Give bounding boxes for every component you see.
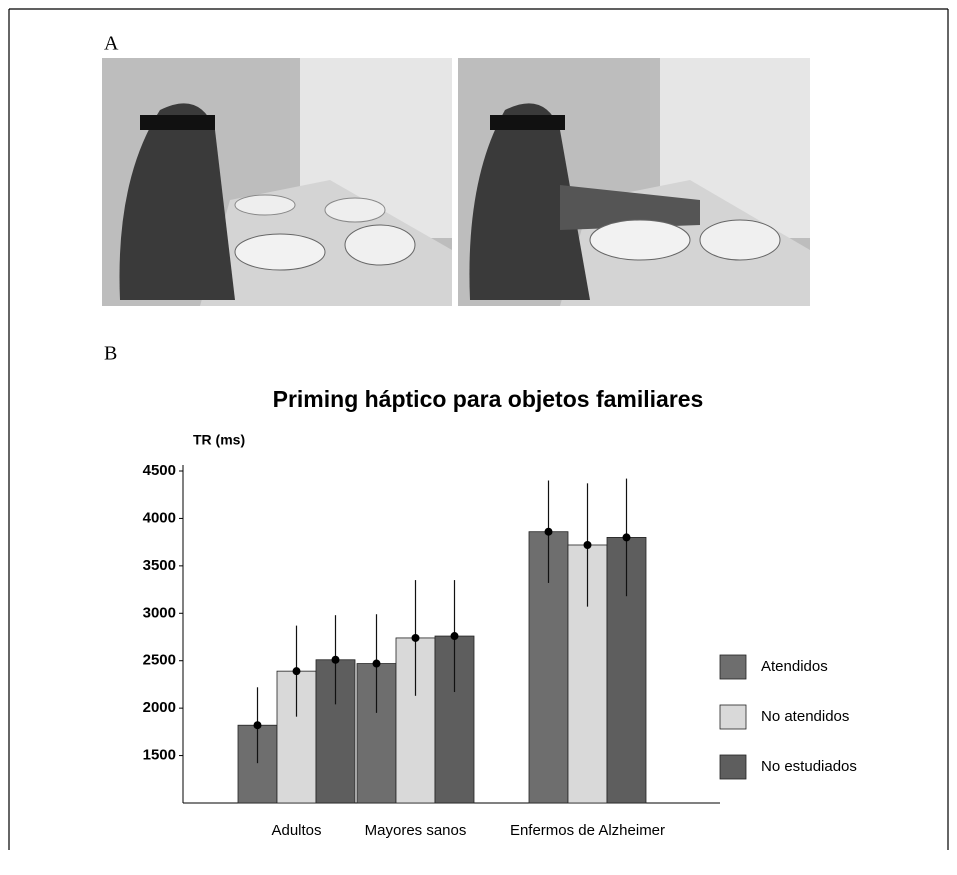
mean-dot bbox=[583, 540, 592, 549]
chart-title: Priming háptico para objetos familiares bbox=[273, 386, 704, 412]
photo bbox=[102, 58, 452, 306]
panel-label: B bbox=[104, 343, 117, 365]
mean-dot bbox=[544, 527, 553, 536]
panel-label: A bbox=[104, 33, 119, 55]
mean-dot bbox=[622, 533, 631, 542]
legend-swatch bbox=[719, 704, 747, 730]
mean-dot bbox=[450, 632, 459, 641]
y-tick-label: 3500 bbox=[143, 557, 176, 574]
mean-dot bbox=[372, 659, 381, 668]
y-tick-label: 2000 bbox=[143, 699, 176, 716]
legend-swatch bbox=[719, 654, 747, 680]
mean-dot bbox=[292, 667, 301, 676]
bar bbox=[315, 659, 356, 804]
y-tick-label: 4000 bbox=[143, 509, 176, 526]
legend-label: Atendidos bbox=[761, 658, 828, 675]
photo bbox=[458, 58, 810, 306]
x-tick-label: Enfermos de Alzheimer bbox=[510, 822, 665, 839]
legend-label: No atendidos bbox=[761, 708, 849, 725]
y-tick-label: 2500 bbox=[143, 652, 176, 669]
x-tick-label: Adultos bbox=[271, 822, 321, 839]
frame bbox=[8, 8, 949, 850]
y-tick-label: 4500 bbox=[143, 462, 176, 479]
mean-dot bbox=[331, 655, 340, 664]
y-tick-label: 1500 bbox=[143, 747, 176, 764]
y-axis-label: TR (ms) bbox=[193, 432, 245, 448]
x-tick-label: Mayores sanos bbox=[365, 822, 467, 839]
y-tick-label: 3000 bbox=[143, 604, 176, 621]
legend-swatch bbox=[719, 754, 747, 780]
legend-label: No estudiados bbox=[761, 758, 857, 775]
mean-dot bbox=[411, 633, 420, 642]
mean-dot bbox=[253, 721, 262, 730]
